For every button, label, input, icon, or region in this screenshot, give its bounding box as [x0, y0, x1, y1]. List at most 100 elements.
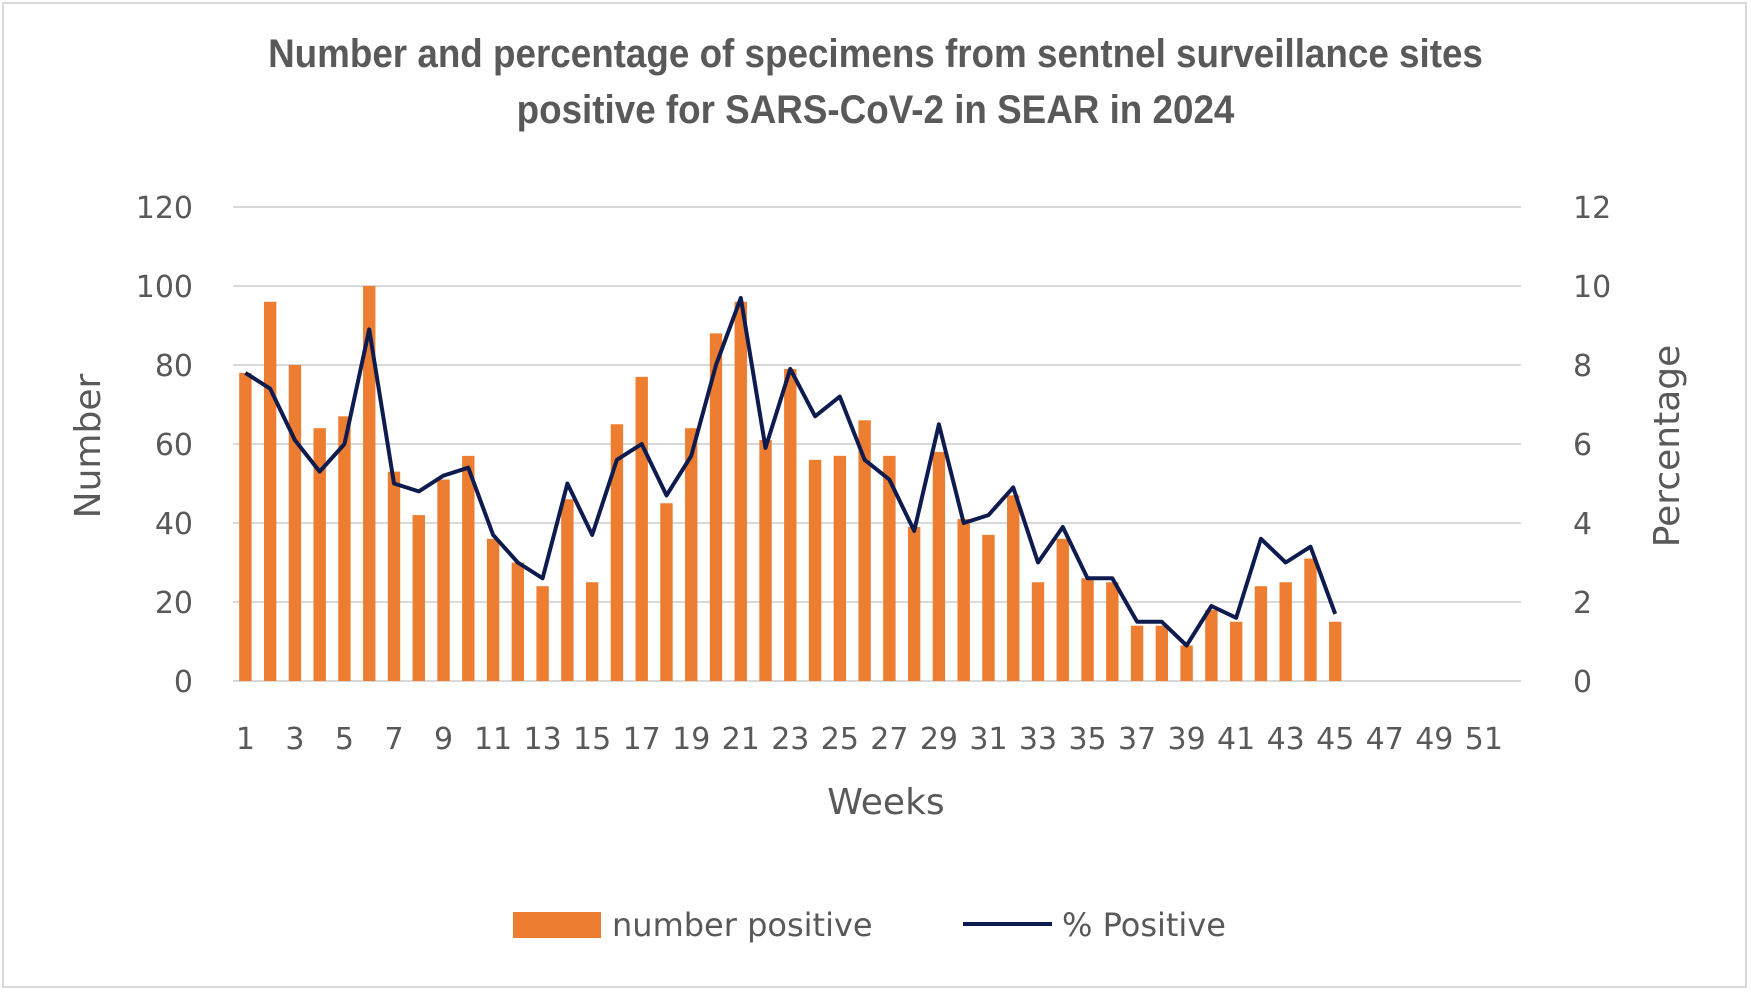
bar-week-19	[685, 428, 698, 681]
right-axis-ticks: 0 2 4 6 8 10 12	[1573, 191, 1611, 700]
bar-week-31	[982, 534, 995, 681]
legend-swatch-number-positive	[513, 912, 601, 938]
bar-week-43	[1279, 582, 1292, 681]
bar-week-45	[1329, 621, 1342, 681]
x-tick-label: 1	[236, 722, 255, 757]
bar-week-40	[1205, 609, 1218, 681]
bar-week-21	[734, 301, 747, 681]
bar-week-13	[536, 586, 549, 681]
bar-week-33	[1031, 582, 1045, 681]
bar-week-15	[585, 582, 599, 681]
bar-week-22	[759, 440, 772, 681]
left-axis-ticks: 0 20 40 60 80 100 120	[136, 191, 193, 700]
legend-label-number-positive: number positive	[612, 906, 873, 944]
chart-title-line-1: Number and percentage of specimens from …	[268, 32, 1483, 76]
bar-week-5	[338, 416, 351, 681]
bar-week-25	[833, 455, 847, 681]
bar-week-10	[462, 455, 475, 681]
bar-week-23	[784, 368, 797, 681]
line-series	[244, 295, 1338, 648]
left-axis-title: Number	[68, 373, 109, 518]
x-tick-label: 25	[821, 722, 859, 757]
x-axis-title: Weeks	[827, 782, 944, 823]
bar-week-30	[957, 519, 970, 681]
x-tick-label: 35	[1068, 722, 1106, 757]
bar-week-42	[1254, 586, 1268, 681]
x-tick-label: 45	[1316, 722, 1354, 757]
bar-week-44	[1304, 558, 1317, 681]
bar-week-36	[1106, 582, 1119, 681]
x-tick-label: 41	[1217, 722, 1255, 757]
x-axis-ticks: 1 3 5 7 9 11 13 15 17 19 21 23 25 27 29 31 33 35 37 39 41 43 4…	[236, 722, 1503, 757]
left-tick-label: 120	[136, 191, 193, 226]
bar-week-35	[1081, 578, 1094, 681]
percent-positive-line	[244, 295, 1338, 648]
bar-week-38	[1155, 625, 1169, 681]
x-tick-label: 19	[672, 722, 710, 757]
x-tick-label: 15	[573, 722, 611, 757]
left-tick-label: 40	[155, 507, 193, 542]
left-tick-label: 60	[155, 428, 193, 463]
bar-week-39	[1180, 645, 1193, 681]
bar-week-6	[363, 286, 376, 681]
bar-week-27	[883, 455, 896, 681]
left-tick-label: 0	[174, 665, 193, 700]
x-tick-label: 7	[384, 722, 403, 757]
bar-week-8	[412, 515, 425, 681]
right-tick-label: 2	[1573, 586, 1592, 621]
x-tick-label: 47	[1366, 722, 1404, 757]
bar-week-16	[610, 424, 624, 681]
legend-label-percent-positive: % Positive	[1062, 906, 1226, 944]
right-tick-label: 0	[1573, 665, 1592, 700]
x-tick-label: 29	[920, 722, 958, 757]
right-tick-label: 10	[1573, 270, 1611, 305]
bar-week-4	[313, 428, 326, 681]
right-tick-label: 6	[1573, 428, 1592, 463]
x-tick-label: 27	[870, 722, 908, 757]
bar-week-29	[932, 451, 946, 681]
x-tick-label: 51	[1465, 722, 1503, 757]
x-tick-label: 37	[1118, 722, 1156, 757]
bar-week-17	[635, 376, 648, 681]
bar-week-9	[437, 479, 450, 681]
right-tick-label: 12	[1573, 191, 1611, 226]
right-axis-title: Percentage	[1647, 345, 1688, 548]
x-tick-label: 3	[285, 722, 304, 757]
bar-week-2	[263, 301, 277, 681]
x-tick-label: 11	[474, 722, 512, 757]
x-tick-label: 33	[1019, 722, 1057, 757]
bar-week-18	[660, 503, 673, 681]
left-tick-label: 20	[155, 586, 193, 621]
bar-week-1	[239, 372, 252, 681]
bar-series	[239, 286, 1342, 681]
x-tick-label: 39	[1168, 722, 1206, 757]
x-tick-label: 31	[969, 722, 1007, 757]
x-tick-label: 5	[335, 722, 354, 757]
gridlines	[233, 206, 1521, 682]
right-tick-label: 4	[1573, 507, 1592, 542]
x-tick-label: 13	[524, 722, 562, 757]
x-tick-label: 21	[722, 722, 760, 757]
x-tick-label: 43	[1267, 722, 1305, 757]
bar-week-24	[808, 459, 822, 681]
bar-week-20	[709, 333, 723, 681]
bar-week-28	[907, 526, 921, 681]
x-tick-label: 23	[771, 722, 809, 757]
left-tick-label: 100	[136, 270, 193, 305]
bar-week-26	[858, 420, 871, 681]
left-tick-label: 80	[155, 349, 193, 384]
chart-title-line-2: positive for SARS-CoV-2 in SEAR in 2024	[516, 88, 1235, 132]
x-tick-label: 17	[623, 722, 661, 757]
bar-week-7	[387, 471, 401, 681]
bar-week-3	[288, 365, 302, 681]
bar-week-34	[1056, 538, 1069, 681]
x-tick-label: 49	[1415, 722, 1453, 757]
bar-week-37	[1130, 625, 1144, 681]
x-tick-label: 9	[434, 722, 453, 757]
bar-week-11	[486, 538, 500, 681]
right-tick-label: 8	[1573, 349, 1592, 384]
bar-week-14	[561, 499, 574, 681]
chart-title: Number and percentage of specimens from …	[70, 26, 1681, 138]
bar-week-32	[1007, 495, 1020, 681]
